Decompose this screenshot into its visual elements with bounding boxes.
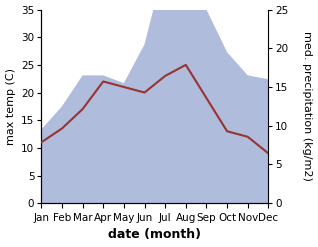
X-axis label: date (month): date (month) (108, 228, 201, 242)
Y-axis label: med. precipitation (kg/m2): med. precipitation (kg/m2) (302, 31, 313, 181)
Y-axis label: max temp (C): max temp (C) (5, 68, 16, 145)
